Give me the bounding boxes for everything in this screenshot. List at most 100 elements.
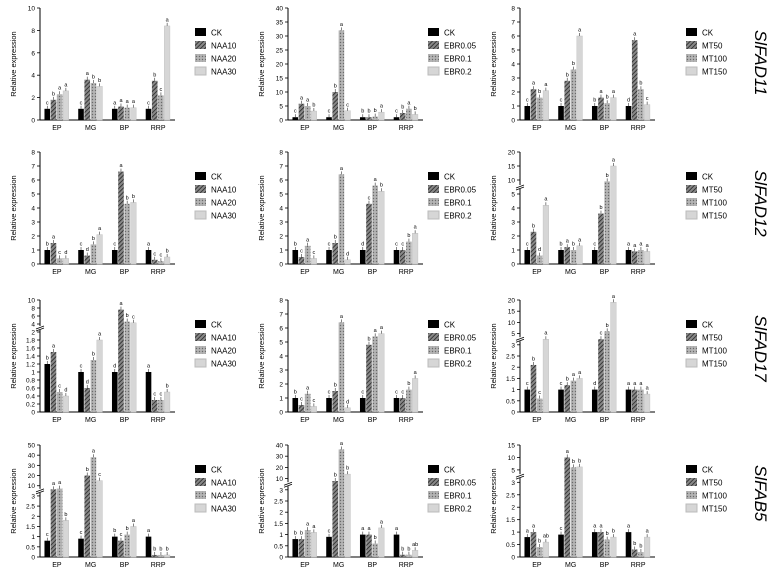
legend-label: CK (211, 321, 223, 330)
bar-naa20-mg (90, 244, 97, 264)
y-tick-label: 1.4 (26, 354, 35, 361)
legend-swatch (686, 478, 697, 486)
bar-mt50-ep (530, 532, 537, 557)
bar-naa10-mg (84, 255, 91, 264)
significance-letter: a (395, 526, 399, 532)
x-tick-label: RRP (399, 562, 414, 569)
significance-letter: c (46, 532, 49, 538)
significance-letter: b (532, 356, 535, 362)
bar-ebr01-ep (304, 106, 311, 120)
bar-ebr01-rrp (406, 389, 412, 412)
legend-label: MT150 (702, 360, 727, 369)
significance-letter: b (407, 381, 410, 387)
legend-swatch (686, 185, 697, 193)
bar-mt100-mg (570, 380, 577, 412)
legend-swatch (195, 28, 206, 36)
y-tick-label: 2.5 (506, 354, 515, 361)
bar-naa20-rrp (158, 400, 164, 412)
significance-letter: a (380, 519, 384, 525)
x-tick-label: MG (333, 269, 344, 276)
significance-letter: b (367, 336, 370, 342)
significance-letter: c (560, 526, 563, 532)
bar-ck-rrp (145, 372, 152, 412)
bar-ebr005-mg (332, 391, 339, 412)
bar-ck-rrp (145, 250, 152, 264)
significance-letter: b (92, 236, 95, 242)
y-tick-label: 3 (511, 480, 515, 487)
y-tick-label: 2.5 (506, 492, 515, 499)
legend-label: MT50 (702, 42, 723, 51)
bar-naa10-bp (118, 171, 124, 264)
significance-letter: b (92, 352, 95, 358)
significance-letter: b (334, 235, 337, 241)
y-axis-label: Relative expression (9, 175, 18, 240)
x-tick-label: RRP (399, 269, 414, 276)
bar-naa20-mg (90, 360, 97, 412)
bar-naa10-ep (50, 352, 57, 412)
y-tick-label: 30 (28, 463, 36, 470)
significance-letter: a (98, 226, 102, 232)
bar-ebr02-rrp (412, 550, 419, 558)
x-tick-label: RRP (399, 417, 414, 424)
legend-label: NAA10 (211, 479, 237, 488)
x-tick-label: EP (300, 562, 310, 569)
bar-ck-bp (359, 398, 366, 412)
legend-label: MT50 (702, 334, 723, 343)
significance-letter: c (395, 242, 398, 248)
legend-label: EBR0.05 (444, 186, 477, 195)
significance-letter: b (46, 242, 49, 248)
significance-letter: d (86, 380, 89, 386)
significance-letter: a (612, 89, 616, 95)
significance-letter: c (560, 98, 563, 104)
bar-mt100-rrp (638, 89, 644, 120)
bar-mt150-ep (542, 339, 549, 413)
significance-letter: c (395, 109, 398, 115)
x-tick-label: MG (333, 417, 344, 424)
significance-letter: a (98, 332, 102, 338)
significance-letter: a (414, 225, 418, 231)
y-tick-label: 1 (31, 534, 35, 541)
legend-swatch (428, 185, 439, 193)
significance-letter: a (340, 166, 344, 172)
significance-letter: c (526, 242, 529, 248)
bar-ck-rrp (393, 534, 400, 557)
y-tick-label: 1.5 (506, 376, 515, 383)
x-tick-label: EP (52, 562, 62, 569)
x-tick-label: BP (600, 125, 610, 132)
bar-ebr01-mg (338, 174, 345, 264)
x-tick-label: RRP (151, 562, 166, 569)
significance-letter: a (166, 17, 170, 23)
significance-letter: a (639, 381, 643, 387)
bar-naa20-mg (90, 457, 97, 557)
significance-letter: b (334, 383, 337, 389)
legend-label: EBR0.2 (444, 68, 472, 77)
significance-letter: d (64, 250, 67, 256)
legend: CK NAA10 NAA20 NAA30 (194, 465, 237, 514)
significance-letter: a (532, 81, 536, 87)
bar-ebr005-bp (366, 344, 372, 412)
significance-letter: b (132, 194, 135, 200)
significance-letter: b (599, 205, 602, 211)
x-tick-label: BP (120, 562, 130, 569)
legend-swatch (427, 358, 440, 368)
bar-ebr01-bp (372, 185, 378, 264)
significance-letter: a (367, 526, 371, 532)
legend-label: MT50 (702, 479, 723, 488)
significance-letter: a (639, 242, 643, 248)
x-tick-label: MG (85, 562, 96, 569)
bar-mt50-mg (564, 247, 571, 264)
y-tick-label: 0 (279, 555, 283, 562)
x-tick-label: MG (85, 269, 96, 276)
y-tick-label: 35 (276, 20, 284, 27)
significance-letter: c (80, 364, 83, 370)
significance-letter: c (132, 314, 135, 320)
bar-mt150-bp (610, 536, 617, 558)
bar-ebr01-bp (372, 116, 378, 120)
bar-ck-mg (558, 106, 564, 120)
significance-letter: a (646, 243, 650, 249)
legend-label: NAA20 (211, 492, 237, 501)
x-tick-label: EP (532, 125, 542, 132)
